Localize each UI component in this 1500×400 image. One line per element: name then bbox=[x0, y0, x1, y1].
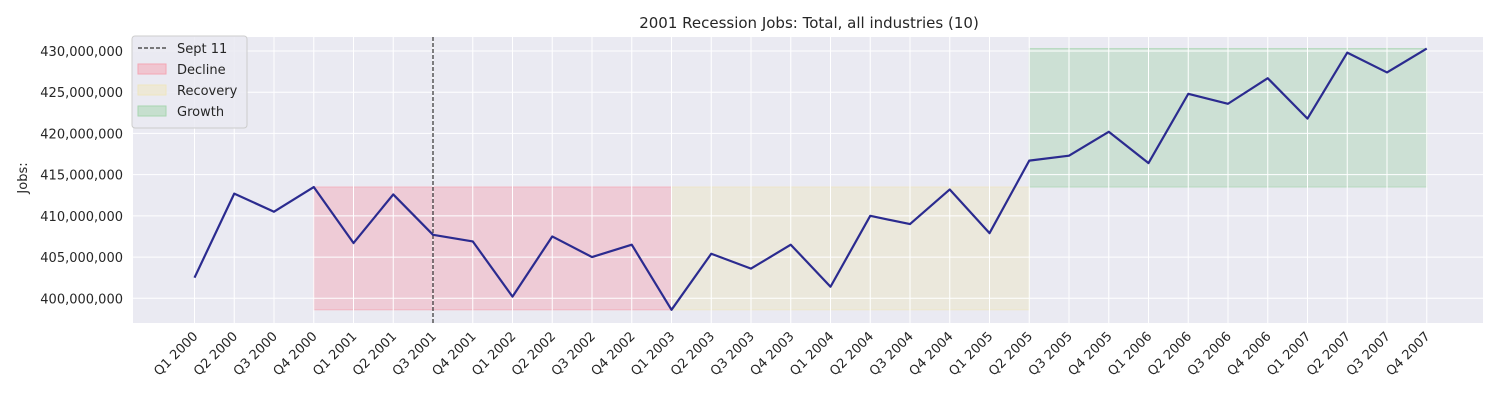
jobs-series-line bbox=[193, 47, 1428, 311]
y-tick-labels: 400,000,000 405,000,000 410,000,000 415,000… bbox=[40, 45, 123, 307]
y-tick-label: 405,000,000 bbox=[40, 251, 123, 266]
legend-label: Growth bbox=[177, 105, 224, 120]
legend-swatch-growth bbox=[137, 105, 167, 117]
legend: Sept 11 Decline Recovery Growth bbox=[131, 35, 248, 129]
chart-title: 2001 Recession Jobs: Total, all industri… bbox=[639, 14, 979, 32]
y-tick-label: 430,000,000 bbox=[40, 45, 123, 60]
legend-label: Recovery bbox=[177, 84, 238, 99]
x-tick-label: Q4 2007 bbox=[1384, 329, 1434, 379]
grid-layer bbox=[133, 37, 1483, 323]
series-layer bbox=[193, 37, 1428, 323]
region-decline bbox=[313, 186, 672, 311]
y-tick-label: 400,000,000 bbox=[40, 292, 123, 307]
region-recovery bbox=[671, 186, 1030, 311]
legend-box bbox=[131, 35, 248, 129]
legend-label: Sept 11 bbox=[177, 42, 227, 57]
y-axis-label: Jobs: bbox=[16, 162, 31, 194]
y-tick-label: 415,000,000 bbox=[40, 169, 123, 184]
legend-label: Decline bbox=[177, 63, 226, 78]
y-tick-label: 410,000,000 bbox=[40, 210, 123, 225]
legend-swatch-decline bbox=[137, 63, 167, 75]
y-tick-label: 425,000,000 bbox=[40, 86, 123, 101]
y-tick-label: 420,000,000 bbox=[40, 127, 123, 142]
legend-swatch-recovery bbox=[137, 84, 167, 96]
